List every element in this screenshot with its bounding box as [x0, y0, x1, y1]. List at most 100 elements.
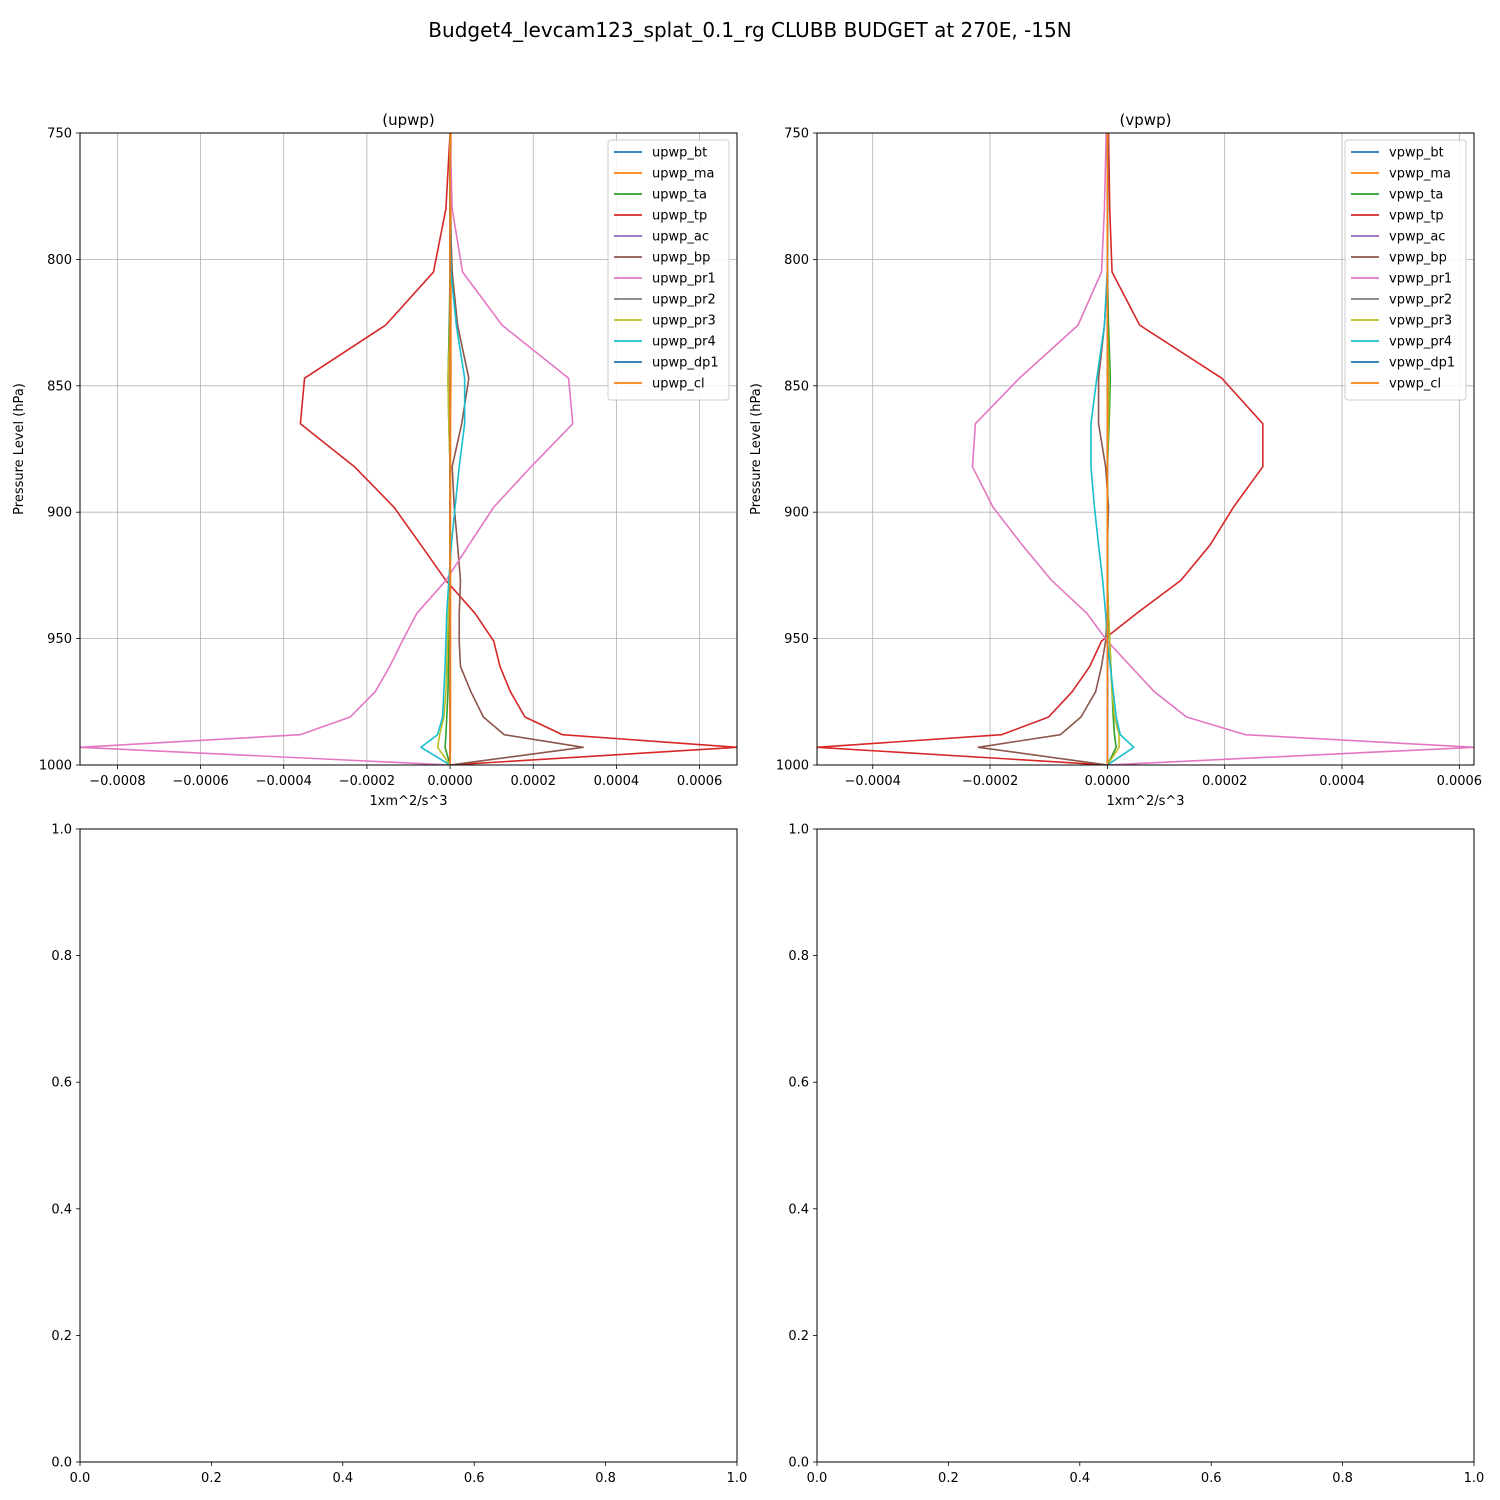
figure-suptitle: Budget4_levcam123_splat_0.1_rg CLUBB BUD…	[428, 18, 1071, 42]
legend-label: upwp_dp1	[652, 356, 719, 371]
x-tick-label: −0.0002	[962, 774, 1018, 789]
legend-box	[1344, 139, 1467, 401]
legend-label: upwp_bp	[652, 251, 710, 266]
series-line-upwp_tp	[299, 133, 737, 765]
subplot-title: (upwp)	[382, 111, 435, 129]
y-tick-label: 0.4	[788, 1202, 809, 1217]
y-tick-label: 0.2	[51, 1329, 72, 1344]
x-tick-label: 1.0	[727, 1471, 748, 1486]
x-tick-label: 0.6	[464, 1471, 485, 1486]
x-tick-label: −0.0004	[845, 774, 901, 789]
subplot-title: (vpwp)	[1120, 111, 1172, 129]
legend-label: upwp_cl	[652, 377, 705, 392]
y-tick-label: 0.6	[51, 1076, 72, 1091]
x-axis-label: 1xm^2/s^3	[1106, 794, 1184, 809]
legend-label: vpwp_pr4	[1389, 335, 1452, 350]
x-tick-label: −0.0002	[339, 774, 395, 789]
legend: upwp_bt upwp_ma upwp_ta upwp_tp upwp_ac upwp_…	[607, 139, 730, 401]
y-tick-label: 1.0	[788, 823, 809, 838]
legend-label: upwp_ma	[652, 167, 715, 182]
y-tick-label: 850	[784, 379, 809, 394]
series-line-vpwp_pr1	[971, 133, 1474, 765]
legend-label: upwp_pr1	[652, 272, 716, 287]
y-tick-label: 0.8	[788, 949, 809, 964]
x-tick-label: 0.2	[201, 1471, 222, 1486]
axes-frame	[79, 828, 738, 1463]
x-tick-label: 0.0002	[1202, 774, 1248, 789]
y-tick-label: 0.6	[788, 1076, 809, 1091]
legend-label: upwp_ta	[652, 188, 707, 203]
legend-label: vpwp_pr1	[1389, 272, 1452, 287]
y-tick-label: 950	[47, 632, 72, 647]
y-tick-label: 0.2	[788, 1329, 809, 1344]
series-group	[80, 133, 737, 765]
legend-label: vpwp_bt	[1389, 146, 1444, 161]
subplot-2: −0.0004 −0.0002 0.0000 0.0002 0.0004 0.0006 75…	[749, 111, 1482, 809]
legend-label: upwp_bt	[652, 146, 707, 161]
x-tick-label: 0.4	[332, 1471, 353, 1486]
legend-label: upwp_pr2	[652, 293, 716, 308]
legend-label: upwp_pr3	[652, 314, 716, 329]
subplot-4: 0.0 0.2 0.4 0.6 0.8 1.0 0.0 0.2 0.4 0.6 0.8 1.0	[788, 823, 1484, 1487]
axes-frame	[816, 132, 1475, 766]
x-tick-label: −0.0006	[172, 774, 228, 789]
legend-label: vpwp_ta	[1389, 188, 1443, 203]
y-tick-label: 850	[47, 379, 72, 394]
legend-label: upwp_pr4	[652, 335, 716, 350]
axes-layer: −0.0008 −0.0006 −0.0004 −0.0002 0.0000 0.0002…	[12, 111, 1484, 1486]
y-tick-label: 0.0	[51, 1456, 72, 1471]
x-tick-label: 0.0004	[594, 774, 640, 789]
series-line-vpwp_pr4	[1090, 133, 1135, 765]
y-tick-label: 900	[47, 506, 72, 521]
legend-label: vpwp_cl	[1389, 377, 1441, 392]
x-tick-label: 0.8	[595, 1471, 616, 1486]
legend-label: vpwp_tp	[1389, 209, 1444, 224]
x-tick-label: 0.4	[1069, 1471, 1090, 1486]
y-tick-label: 0.4	[51, 1202, 72, 1217]
x-tick-label: 0.0000	[427, 774, 473, 789]
legend-box	[607, 139, 730, 401]
x-tick-label: −0.0008	[89, 774, 145, 789]
subplot-1: −0.0008 −0.0006 −0.0004 −0.0002 0.0000 0.0002…	[12, 111, 738, 809]
x-tick-label: 0.0004	[1319, 774, 1365, 789]
x-tick-label: 0.0006	[1437, 774, 1483, 789]
y-tick-label: 1.0	[51, 823, 72, 838]
x-tick-label: 1.0	[1464, 1471, 1485, 1486]
y-tick-label: 750	[47, 127, 72, 142]
legend-label: vpwp_ma	[1389, 167, 1451, 182]
y-tick-label: 750	[784, 127, 809, 142]
legend-label: vpwp_bp	[1389, 251, 1447, 266]
y-tick-label: 800	[47, 253, 72, 268]
series-line-upwp_pr1	[80, 133, 574, 765]
y-tick-label: 0.0	[788, 1456, 809, 1471]
y-tick-label: 800	[784, 253, 809, 268]
x-tick-label: −0.0004	[256, 774, 312, 789]
y-tick-label: 950	[784, 632, 809, 647]
series-line-vpwp_tp	[817, 133, 1264, 765]
x-tick-label: 0.0	[807, 1471, 828, 1486]
x-axis-label: 1xm^2/s^3	[369, 794, 447, 809]
legend-label: vpwp_pr3	[1389, 314, 1452, 329]
x-tick-label: 0.0006	[677, 774, 723, 789]
x-tick-label: 0.6	[1201, 1471, 1222, 1486]
axes-frame	[79, 132, 738, 766]
legend-label: vpwp_dp1	[1389, 356, 1455, 371]
y-tick-label: 1000	[39, 759, 72, 774]
x-tick-label: 0.0	[70, 1471, 91, 1486]
legend-label: vpwp_pr2	[1389, 293, 1452, 308]
y-tick-label: 900	[784, 506, 809, 521]
y-tick-label: 0.8	[51, 949, 72, 964]
subplot-3: 0.0 0.2 0.4 0.6 0.8 1.0 0.0 0.2 0.4 0.6 0.8 1.0	[51, 823, 747, 1487]
x-tick-label: 0.2	[938, 1471, 959, 1486]
x-tick-label: 0.0002	[510, 774, 556, 789]
legend-label: upwp_tp	[652, 209, 707, 224]
x-tick-label: 0.8	[1332, 1471, 1353, 1486]
legend: vpwp_bt vpwp_ma vpwp_ta vpwp_tp vpwp_ac vpwp_…	[1344, 139, 1467, 401]
legend-label: vpwp_ac	[1389, 230, 1445, 245]
y-tick-label: 1000	[776, 759, 809, 774]
y-axis-label: Pressure Level (hPa)	[12, 383, 27, 515]
x-tick-label: 0.0000	[1085, 774, 1131, 789]
legend-label: upwp_ac	[652, 230, 709, 245]
